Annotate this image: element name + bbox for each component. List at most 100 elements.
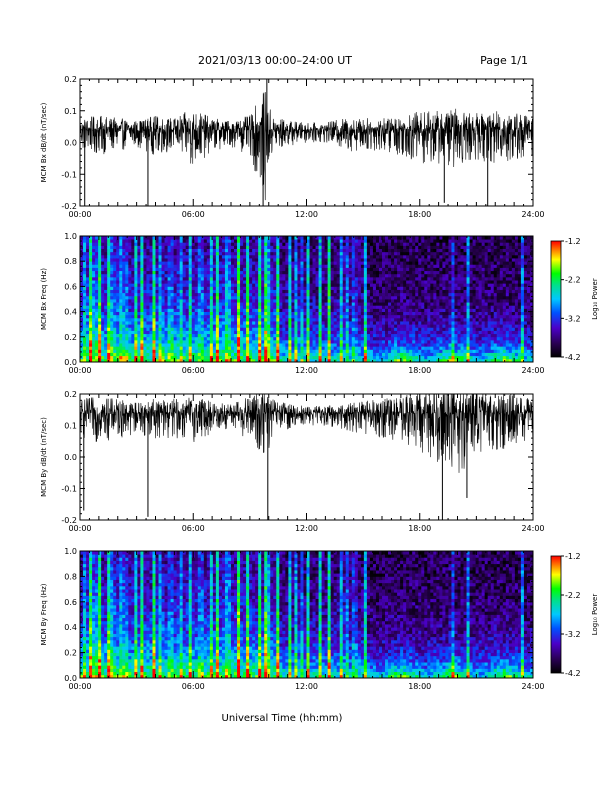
spectrogram-cell — [206, 292, 211, 297]
spectrogram-cell — [321, 270, 326, 275]
spectrogram-cell — [122, 280, 126, 284]
spectrogram-cell — [167, 264, 171, 268]
spectrogram-cell — [382, 286, 386, 290]
spectrogram-cell — [285, 292, 289, 297]
spectrogram-cell — [86, 349, 90, 353]
spectrogram-cell — [191, 242, 196, 246]
spectrogram-cell — [261, 330, 265, 335]
spectrogram-cell — [339, 273, 344, 278]
spectrogram-cell — [95, 289, 99, 294]
spectrogram-cell — [303, 270, 307, 275]
spectrogram-cell — [330, 239, 335, 243]
spectrogram-cell — [372, 302, 377, 306]
spectrogram-cell — [101, 264, 105, 268]
spectrogram-cell — [375, 299, 380, 303]
spectrogram-cell — [264, 289, 268, 294]
spectrogram-cell — [436, 248, 440, 253]
spectrogram-cell — [176, 299, 181, 303]
spectrogram-cell — [406, 251, 410, 256]
spectrogram-cell — [282, 302, 286, 306]
spectrogram-cell — [125, 343, 129, 347]
spectrogram-cell — [107, 358, 111, 363]
spectrogram-cell — [194, 343, 199, 347]
spectrogram-cell — [321, 358, 326, 363]
spectrogram-cell — [188, 311, 193, 316]
spectrogram-cell — [394, 273, 398, 278]
spectrogram-cell — [86, 327, 90, 331]
spectrogram-cell — [433, 286, 437, 290]
spectrogram-cell — [294, 242, 298, 246]
spectrogram-cell — [203, 314, 208, 319]
spectrogram-cell — [333, 236, 338, 240]
spectrogram-cell — [200, 343, 205, 347]
spectrogram-cell — [303, 302, 307, 306]
spectrogram-cell — [173, 352, 178, 357]
spectrogram-cell — [391, 324, 395, 328]
spectrogram-cell — [234, 258, 238, 262]
spectrogram-cell — [330, 273, 335, 278]
spectrogram-cell — [221, 336, 226, 341]
spectrogram-cell — [146, 302, 150, 306]
spectrogram-cell — [140, 311, 144, 316]
spectrogram-cell — [382, 295, 386, 300]
spectrogram-cell — [200, 276, 205, 281]
spectrogram-cell — [179, 321, 184, 325]
spectrogram-cell — [218, 258, 223, 262]
spectrogram-cell — [339, 317, 344, 322]
spectrogram-cell — [164, 327, 168, 331]
spectrogram-cell — [215, 264, 220, 268]
spectrogram-cell — [258, 302, 262, 306]
spectrogram-cell — [125, 333, 129, 338]
spectrogram-cell — [234, 317, 238, 322]
spectrogram-cell — [351, 295, 356, 300]
spectrogram-cell — [339, 242, 344, 246]
spectrogram-cell — [128, 330, 132, 335]
spectrogram-cell — [89, 295, 93, 300]
spectrogram-cell — [372, 258, 377, 262]
spectrogram-cell — [119, 336, 123, 341]
spectrogram-cell — [249, 264, 253, 268]
spectrogram-cell — [327, 321, 332, 325]
spectrogram-cell — [357, 286, 362, 290]
spectrogram-cell — [158, 346, 162, 350]
spectrogram-cell — [119, 299, 123, 303]
spectrogram-cell — [439, 295, 443, 300]
spectrogram-cell — [366, 302, 371, 306]
spectrogram-cell — [143, 314, 147, 319]
spectrogram-cell — [433, 336, 437, 341]
spectrogram-cell — [179, 336, 184, 341]
spectrogram-cell — [188, 270, 193, 275]
spectrogram-cell — [101, 289, 105, 294]
spectrogram-cell — [264, 280, 268, 284]
spectrogram-cell — [288, 333, 292, 338]
spectrogram-cell — [158, 295, 162, 300]
spectrogram-cell — [363, 283, 368, 287]
spectrogram-cell — [164, 305, 168, 309]
spectrogram-cell — [240, 295, 244, 300]
spectrogram-cell — [203, 321, 208, 325]
spectrogram-cell — [397, 308, 401, 312]
spectrogram-cell — [321, 280, 326, 284]
spectrogram-cell — [158, 343, 162, 347]
spectrogram-cell — [303, 333, 307, 338]
spectrogram-cell — [345, 295, 350, 300]
spectrogram-cell — [203, 239, 208, 243]
spectrogram-cell — [306, 349, 310, 353]
spectrogram-cell — [382, 245, 386, 249]
spectrogram-cell — [110, 267, 114, 272]
spectrogram-cell — [436, 352, 440, 357]
spectrogram-cell — [285, 305, 289, 309]
spectrogram-cell — [173, 346, 178, 350]
spectrogram-cell — [375, 302, 380, 306]
spectrogram-cell — [354, 327, 359, 331]
spectrogram-cell — [234, 330, 238, 335]
spectrogram-cell — [394, 292, 398, 297]
spectrogram-cell — [158, 305, 162, 309]
spectrogram-cell — [421, 273, 425, 278]
spectrogram-cell — [315, 308, 319, 312]
spectrogram-cell — [119, 261, 123, 265]
spectrogram-cell — [351, 289, 356, 294]
spectrogram-cell — [342, 355, 347, 360]
spectrogram-cell — [354, 258, 359, 262]
spectrogram-cell — [200, 336, 205, 341]
